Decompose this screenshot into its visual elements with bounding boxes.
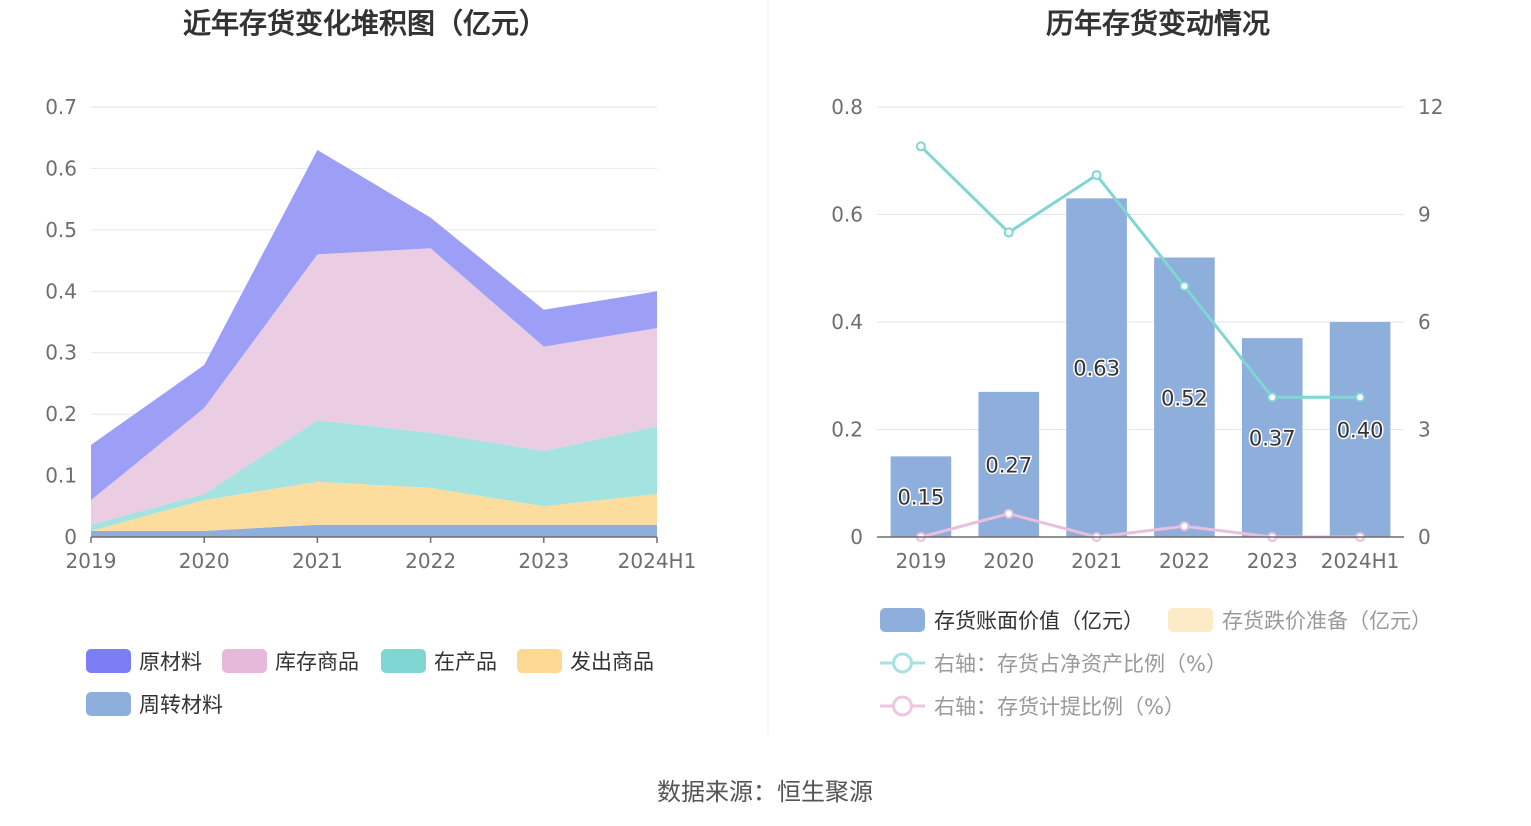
- bar: [1329, 322, 1391, 537]
- area-周转材料: [91, 524, 657, 537]
- left-legend-label: 周转材料: [139, 693, 223, 717]
- left-x-tick-label: 2021: [292, 549, 343, 573]
- right-legend-swatch: [880, 608, 925, 632]
- left-legend-item[interactable]: 发出商品: [517, 649, 654, 674]
- left-x-tick-label: 2019: [66, 549, 117, 573]
- left-y-tick-label: 0.7: [45, 95, 77, 119]
- left-legend-swatch: [86, 649, 131, 673]
- left-x-tick-label: 2020: [179, 549, 230, 573]
- right-bar-series: 0.15 0.27 0.63 0.52 0.37 0.40: [890, 198, 1391, 537]
- left-y-tick-label: 0.5: [45, 218, 77, 242]
- right-chart: 历年存货变动情况 0 0.2 0.4 0.6 0.8 0 3 6 9 12 0.15 0.27 0.6…: [831, 7, 1443, 719]
- right-y-tick-label: 0.2: [831, 418, 863, 442]
- right-y2-tick-label: 12: [1418, 95, 1443, 119]
- left-y-tick-label: 0.1: [45, 464, 77, 488]
- line-point: [915, 141, 926, 152]
- right-legend-marker: [892, 652, 913, 674]
- right-chart-title: 历年存货变动情况: [1046, 7, 1270, 40]
- area-库存商品: [91, 248, 657, 525]
- left-legend-swatch: [222, 649, 267, 673]
- line-point: [1267, 392, 1278, 403]
- right-legend-label: 右轴：存货计提比例（%）: [934, 695, 1185, 719]
- left-y-tick-label: 0.3: [45, 341, 77, 365]
- right-y2-tick-label: 9: [1418, 203, 1431, 227]
- right-y-tick-label: 0.8: [831, 95, 863, 119]
- right-y-tick-label: 0.4: [831, 310, 863, 334]
- right-legend-item[interactable]: 右轴：存货计提比例（%）: [880, 695, 1185, 719]
- left-legend-label: 在产品: [434, 650, 497, 674]
- area-在产品: [91, 420, 657, 531]
- left-legend-item[interactable]: 在产品: [381, 649, 497, 674]
- right-legend-item[interactable]: 存货跌价准备（亿元）: [1168, 608, 1432, 633]
- right-y-tick-label: 0: [850, 525, 863, 549]
- right-x-tick-label: 2020: [983, 549, 1034, 573]
- left-legend-swatch: [381, 649, 426, 673]
- right-legend-label: 存货跌价准备（亿元）: [1222, 609, 1432, 633]
- right-legend-marker: [892, 695, 913, 717]
- bar-data-label: 0.40: [1337, 419, 1384, 443]
- left-legend-swatch: [86, 692, 131, 716]
- right-legend-item[interactable]: 右轴：存货占净资产比例（%）: [880, 652, 1227, 676]
- bar-data-label: 0.37: [1249, 427, 1296, 451]
- left-legend-label: 发出商品: [570, 650, 654, 674]
- left-y-tick-label: 0.4: [45, 279, 77, 303]
- right-legend-label: 右轴：存货占净资产比例（%）: [934, 652, 1227, 676]
- bar-data-label: 0.27: [985, 453, 1032, 477]
- line-point: [1091, 170, 1102, 181]
- bar: [1154, 257, 1215, 537]
- left-legend-swatch: [517, 649, 562, 673]
- bar: [890, 456, 952, 537]
- right-x-tick-label: 2024H1: [1321, 549, 1400, 573]
- left-legend-label: 原材料: [139, 650, 202, 674]
- left-legend-item[interactable]: 库存商品: [222, 649, 359, 674]
- left-x-tick-label: 2022: [405, 549, 456, 573]
- left-chart-title: 近年存货变化堆积图（亿元）: [183, 7, 547, 40]
- line-point: [1355, 392, 1366, 403]
- left-legend-item[interactable]: 周转材料: [86, 692, 223, 717]
- line-point: [1179, 521, 1190, 532]
- line-point: [1003, 508, 1014, 519]
- left-chart: 近年存货变化堆积图（亿元） 0 0.1 0.2 0.3 0.4 0.5 0.6 0.7 201…: [45, 7, 696, 717]
- right-legend-label: 存货账面价值（亿元）: [934, 609, 1144, 633]
- line-右轴：存货占净资产比例（%）: [919, 145, 1361, 399]
- right-y-tick-label: 0.6: [831, 203, 863, 227]
- right-x-tick-label: 2021: [1071, 549, 1122, 573]
- right-axes: 2019 2020 2021 2022 2023 2024H1: [877, 536, 1404, 573]
- left-legend-label: 库存商品: [275, 650, 359, 674]
- right-x-tick-label: 2019: [895, 549, 946, 573]
- right-x-tick-label: 2023: [1247, 549, 1298, 573]
- right-gridlines: 0 0.2 0.4 0.6 0.8 0 3 6 9 12: [831, 95, 1443, 549]
- area-原材料: [91, 150, 657, 501]
- bar-data-label: 0.63: [1073, 357, 1120, 381]
- left-area-series: [91, 150, 657, 537]
- left-axes: 2019 2020 2021 2022 2023 2024H1: [66, 536, 697, 573]
- data-source: 数据来源：恒生聚源: [657, 778, 873, 806]
- left-x-tick-label: 2024H1: [618, 549, 697, 573]
- bar-data-label: 0.52: [1161, 386, 1208, 410]
- right-legend-swatch: [1168, 608, 1213, 632]
- left-x-tick-label: 2023: [518, 549, 569, 573]
- left-y-tick-label: 0.2: [45, 402, 77, 426]
- right-legend-item[interactable]: 存货账面价值（亿元）: [880, 608, 1144, 633]
- left-legend-item[interactable]: 原材料: [86, 649, 202, 674]
- bar-data-label: 0.15: [898, 486, 945, 510]
- right-x-tick-label: 2022: [1159, 549, 1210, 573]
- right-y2-tick-label: 0: [1418, 525, 1431, 549]
- left-y-tick-label: 0.6: [45, 156, 77, 180]
- area-发出商品: [91, 481, 657, 531]
- right-y2-tick-label: 3: [1418, 418, 1431, 442]
- left-y-tick-label: 0: [64, 525, 77, 549]
- line-point: [1003, 227, 1014, 238]
- right-y2-tick-label: 6: [1418, 310, 1431, 334]
- right-legend[interactable]: 存货账面价值（亿元） 存货跌价准备（亿元） 右轴：存货占净资产比例（%） 右轴：存货计…: [880, 608, 1432, 719]
- line-point: [1179, 281, 1190, 292]
- bar: [1066, 198, 1127, 537]
